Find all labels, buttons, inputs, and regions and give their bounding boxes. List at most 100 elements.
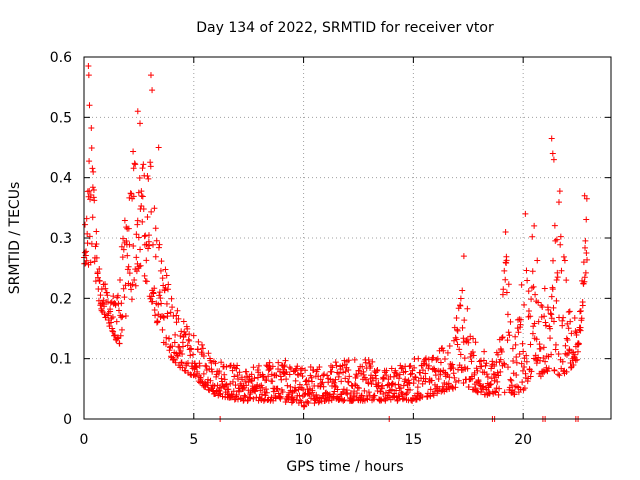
- data-point: [495, 391, 502, 398]
- data-point: [184, 342, 191, 349]
- data-point: [554, 274, 561, 281]
- data-point: [121, 217, 128, 224]
- data-point: [148, 208, 155, 215]
- data-point: [136, 174, 143, 181]
- data-point: [354, 390, 361, 397]
- data-point: [358, 392, 365, 399]
- data-point: [110, 328, 117, 335]
- data-point: [344, 378, 351, 385]
- data-point: [98, 286, 105, 293]
- data-point: [196, 362, 203, 369]
- data-point: [84, 230, 91, 237]
- data-point: [149, 87, 156, 94]
- data-point: [90, 186, 97, 193]
- data-point: [301, 403, 308, 410]
- data-point: [555, 351, 562, 358]
- data-point: [499, 291, 506, 298]
- data-point: [467, 353, 474, 360]
- data-point: [119, 254, 126, 261]
- data-point: [556, 188, 563, 195]
- data-point: [257, 395, 264, 402]
- data-point: [190, 332, 197, 339]
- data-point: [446, 342, 453, 349]
- data-point: [402, 376, 409, 383]
- data-point: [292, 387, 299, 394]
- data-point: [185, 336, 192, 343]
- data-point: [535, 354, 542, 361]
- data-point: [454, 327, 461, 334]
- data-point: [380, 375, 387, 382]
- data-point: [549, 150, 556, 157]
- data-point: [582, 244, 589, 251]
- data-point: [499, 334, 506, 341]
- data-point: [582, 237, 589, 244]
- data-point: [403, 390, 410, 397]
- data-point: [86, 102, 93, 109]
- data-point: [147, 163, 154, 170]
- data-point: [495, 372, 502, 379]
- data-point: [118, 326, 125, 333]
- data-point: [575, 340, 582, 347]
- data-point: [534, 257, 541, 264]
- data-point: [541, 285, 548, 292]
- data-point: [85, 72, 92, 79]
- data-point: [334, 386, 341, 393]
- data-point: [155, 301, 162, 308]
- data-point: [360, 371, 367, 378]
- data-point: [542, 322, 549, 329]
- data-point: [559, 358, 566, 365]
- data-point: [577, 308, 584, 315]
- data-point: [325, 397, 332, 404]
- data-point: [260, 397, 267, 404]
- data-point: [305, 390, 312, 397]
- data-point: [393, 370, 400, 377]
- data-point: [178, 359, 185, 366]
- data-point: [563, 277, 570, 284]
- data-point: [86, 158, 93, 165]
- data-point: [547, 310, 554, 317]
- data-point: [336, 370, 343, 377]
- data-point: [570, 362, 577, 369]
- data-point: [114, 292, 121, 299]
- data-point: [321, 371, 328, 378]
- data-point: [145, 245, 152, 252]
- data-point: [97, 292, 104, 299]
- data-point: [470, 335, 477, 342]
- data-point: [157, 267, 164, 274]
- x-tick-label-2: 10: [295, 432, 313, 448]
- data-point: [565, 309, 572, 316]
- data-point: [513, 372, 520, 379]
- data-point: [277, 393, 284, 400]
- y-tick-label-3: 0.3: [50, 231, 72, 247]
- data-point: [88, 145, 95, 152]
- data-point: [159, 326, 166, 333]
- y-tick-label-0: 0: [63, 412, 72, 428]
- data-point: [510, 357, 517, 364]
- data-point: [349, 397, 356, 404]
- data-point: [417, 369, 424, 376]
- data-point: [465, 339, 472, 346]
- data-point: [145, 175, 152, 182]
- data-point: [480, 357, 487, 364]
- data-point: [521, 385, 528, 392]
- data-point: [253, 385, 260, 392]
- data-point: [151, 285, 158, 292]
- data-point: [87, 196, 94, 203]
- data-point: [193, 364, 200, 371]
- data-point: [188, 346, 195, 353]
- data-point: [506, 332, 513, 339]
- data-point: [247, 395, 254, 402]
- data-point: [450, 365, 457, 372]
- data-point: [439, 345, 446, 352]
- data-point: [218, 375, 225, 382]
- data-point: [230, 388, 237, 395]
- data-point: [117, 332, 124, 339]
- data-point: [155, 144, 162, 151]
- data-point: [293, 396, 300, 403]
- data-point: [527, 373, 534, 380]
- data-point: [101, 311, 108, 318]
- data-point: [81, 249, 88, 256]
- data-point: [509, 345, 516, 352]
- data-point: [110, 332, 117, 339]
